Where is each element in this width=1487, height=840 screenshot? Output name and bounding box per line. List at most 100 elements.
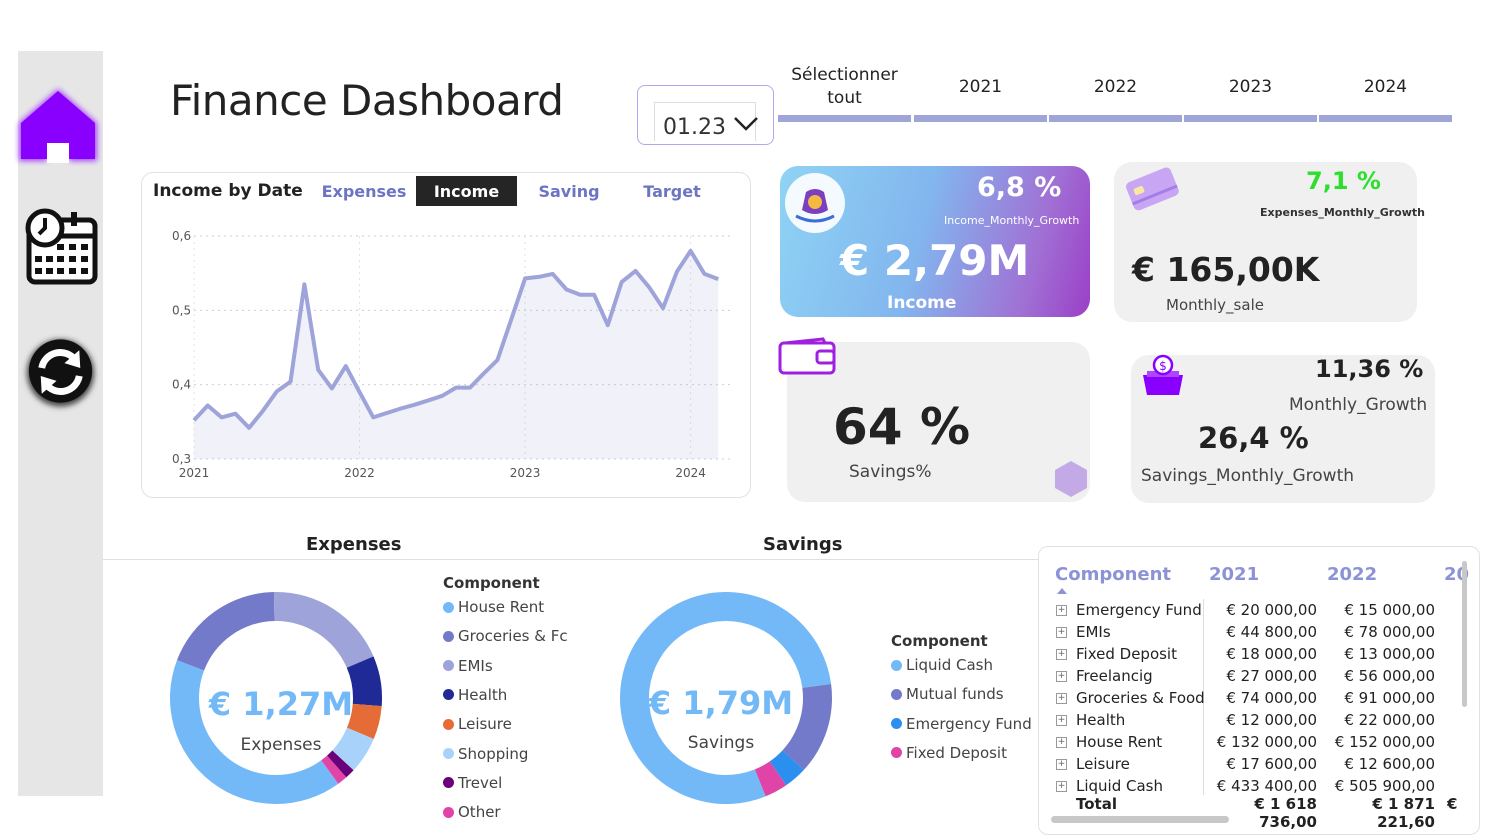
legend-label: EMIs: [458, 656, 493, 675]
expand-icon[interactable]: +: [1056, 737, 1067, 748]
donut-slice[interactable]: [346, 656, 382, 707]
legend-dot: [443, 601, 454, 613]
year-tab-2021[interactable]: 2021: [914, 62, 1047, 122]
expand-icon[interactable]: +: [1056, 781, 1067, 792]
legend-item[interactable]: Groceries & Fc: [443, 627, 568, 645]
table-row[interactable]: + Liquid Cash € 433 400,00 € 505 900,00: [1039, 776, 1459, 798]
expand-icon[interactable]: +: [1056, 605, 1067, 616]
row-component-name: House Rent: [1076, 733, 1163, 751]
year-tab-bar: [778, 115, 911, 122]
row-value-2022: € 15 000,00: [1344, 601, 1435, 619]
expand-icon[interactable]: +: [1056, 759, 1067, 770]
year-tab-bar: [1049, 115, 1182, 122]
tab-expenses[interactable]: Expenses: [321, 181, 407, 201]
expand-icon[interactable]: +: [1056, 715, 1067, 726]
calendar-button[interactable]: [18, 201, 103, 291]
legend-dot: [443, 630, 454, 642]
donut-slice[interactable]: [327, 750, 354, 778]
legend-item[interactable]: Liquid Cash: [891, 656, 993, 674]
legend-item[interactable]: EMIs: [443, 657, 493, 675]
legend-item[interactable]: Trevel: [443, 774, 502, 792]
donut-slice[interactable]: [782, 683, 832, 771]
expenses-donut-value: € 1,27M: [208, 685, 354, 723]
kpi-savings-card: 64 % Savings%: [787, 342, 1090, 502]
table-row[interactable]: + Health € 12 000,00 € 22 000,00: [1039, 710, 1459, 732]
matrix-header-component[interactable]: Component: [1055, 564, 1172, 585]
savings-monthly-growth-label: Savings_Monthly_Growth: [1141, 466, 1355, 486]
matrix-divider: [1203, 599, 1204, 813]
series-area: [194, 250, 719, 459]
donut-slice[interactable]: [346, 703, 382, 740]
expand-icon[interactable]: +: [1056, 693, 1067, 704]
legend-item[interactable]: Leisure: [443, 715, 512, 733]
legend-item[interactable]: Fixed Deposit: [891, 744, 1007, 762]
income-growth-value: 6,8 %: [977, 172, 1062, 203]
row-component-name: Groceries & Food: [1076, 689, 1205, 707]
donut-slice[interactable]: [332, 727, 374, 771]
year-tab-label: 2022: [1093, 76, 1138, 97]
expand-icon[interactable]: +: [1056, 671, 1067, 682]
table-row[interactable]: + House Rent € 132 000,00 € 152 000,00: [1039, 732, 1459, 754]
table-row[interactable]: + Leisure € 17 600,00 € 12 600,00: [1039, 754, 1459, 776]
chart-title: Income by Date: [153, 181, 303, 201]
legend-dot: [443, 777, 454, 789]
table-row[interactable]: + Groceries & Food € 74 000,00 € 91 000,00: [1039, 688, 1459, 710]
legend-item[interactable]: Emergency Fund: [891, 715, 1032, 733]
matrix-total-row: Total € 1 618 736,00 € 1 871 221,60 €: [1039, 795, 1459, 831]
row-value-2022: € 13 000,00: [1344, 645, 1435, 663]
matrix-header-2021[interactable]: 2021: [1209, 564, 1260, 585]
donut-slice[interactable]: [273, 592, 374, 668]
y-tick-label: 0,3: [172, 452, 191, 466]
legend-label: Groceries & Fc: [458, 627, 568, 646]
table-row[interactable]: + EMIs € 44 800,00 € 78 000,00: [1039, 622, 1459, 644]
row-value-2022: € 152 000,00: [1334, 733, 1435, 751]
row-value-2021: € 12 000,00: [1226, 711, 1317, 729]
legend-item[interactable]: Other: [443, 803, 501, 821]
tab-saving[interactable]: Saving: [538, 181, 600, 201]
expand-icon[interactable]: +: [1056, 627, 1067, 638]
legend-item[interactable]: Mutual funds: [891, 685, 1004, 703]
monthly-growth-value: 11,36 %: [1315, 355, 1424, 383]
date-dropdown[interactable]: 01.23: [637, 85, 774, 145]
legend-label: Mutual funds: [906, 685, 1004, 704]
table-row[interactable]: + Fixed Deposit € 18 000,00 € 13 000,00: [1039, 644, 1459, 666]
kpi-expenses-card: 7,1 % Expenses_Monthly_Growth € 165,00K …: [1114, 162, 1425, 322]
home-button[interactable]: [10, 79, 105, 179]
matrix-header-2022[interactable]: 2022: [1327, 564, 1378, 585]
horizontal-scrollbar[interactable]: [1051, 816, 1229, 823]
donut-slice[interactable]: [176, 592, 275, 671]
row-value-2022: € 505 900,00: [1334, 777, 1435, 795]
donut-slice[interactable]: [321, 755, 347, 784]
year-tab-label: 2023: [1228, 76, 1273, 97]
table-row[interactable]: + Emergency Fund € 20 000,00 € 15 000,00: [1039, 600, 1459, 622]
matrix-total-2023: €: [1447, 795, 1458, 813]
expand-icon[interactable]: +: [1056, 649, 1067, 660]
donut-slice[interactable]: [769, 750, 804, 786]
year-tab-label: Sélectionner tout: [791, 65, 898, 108]
refresh-button[interactable]: [18, 323, 103, 418]
tab-income[interactable]: Income: [416, 176, 517, 206]
savings-heading: Savings: [763, 534, 843, 555]
year-tab-2024[interactable]: 2024: [1319, 62, 1452, 122]
year-tab-select-all[interactable]: Sélectionner tout: [778, 62, 911, 122]
donut-slice[interactable]: [754, 761, 787, 797]
date-dropdown-inner: 01.23: [654, 102, 758, 141]
table-row[interactable]: + Freelancig € 27 000,00 € 56 000,00: [1039, 666, 1459, 688]
legend-item[interactable]: House Rent: [443, 598, 544, 616]
row-value-2021: € 132 000,00: [1216, 733, 1317, 751]
vertical-scrollbar[interactable]: [1462, 561, 1467, 707]
income-line-chart: 0,3 0,4 0,5 0,6 2021 2022 2023 2024: [172, 229, 732, 480]
donut-slice[interactable]: [170, 660, 339, 804]
row-component-name: Leisure: [1076, 755, 1130, 773]
year-tab-2023[interactable]: 2023: [1184, 62, 1317, 122]
legend-item[interactable]: Shopping: [443, 745, 528, 763]
matrix-total-2022: € 1 871 221,60: [1372, 795, 1435, 831]
year-tab-2022[interactable]: 2022: [1049, 62, 1182, 122]
y-tick-label: 0,5: [172, 303, 191, 317]
tab-target[interactable]: Target: [643, 181, 701, 201]
savings-percent-value: 64 %: [833, 398, 971, 456]
savings-donut-chart: [620, 592, 832, 804]
expenses-growth-value: 7,1 %: [1306, 167, 1381, 195]
legend-dot: [443, 689, 454, 701]
legend-item[interactable]: Health: [443, 686, 507, 704]
